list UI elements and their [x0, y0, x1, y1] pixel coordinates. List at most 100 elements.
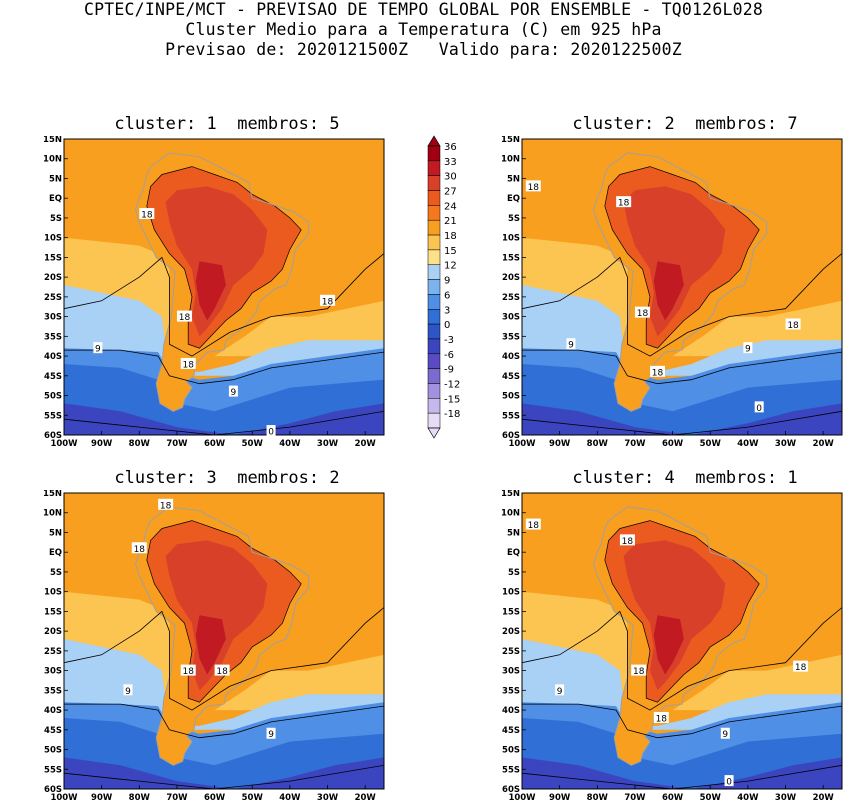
panel-title: cluster: 3 membros: 2 [114, 468, 340, 488]
figure-header: CPTEC/INPE/MCT - PREVISAO DE TEMPO GLOBA… [0, 0, 847, 60]
map-field [63, 493, 385, 790]
contour-label: 9 [266, 727, 276, 740]
colorbar-swatch [427, 205, 441, 221]
lat-tick-label: 30S [502, 313, 520, 323]
contour-label: 18 [650, 365, 666, 378]
colorbar-label: 15 [444, 246, 457, 257]
temp-band-27 [623, 186, 726, 337]
colorbar-swatch [427, 368, 441, 384]
lon-tick-label: 100W [50, 793, 78, 803]
lon-tick-label: 80W [587, 793, 609, 803]
colorbar-label: 3 [444, 305, 450, 316]
lat-tick-label: 35S [44, 332, 62, 342]
lon-tick-label: 100W [508, 439, 536, 449]
lat-tick-label: 50S [44, 392, 62, 402]
lat-tick-label: 45S [44, 372, 62, 382]
temp-band-27 [165, 186, 268, 337]
colorbar-label: 21 [444, 216, 457, 227]
contour-label: 18 [214, 664, 230, 677]
contour-label: 9 [555, 684, 565, 697]
lat-tick-label: 15S [502, 253, 520, 263]
contour-label: 18 [785, 318, 801, 331]
contour-label-text: 9 [568, 341, 574, 351]
lat-tick-label: 5S [508, 568, 520, 578]
colorbar-swatch [427, 398, 441, 414]
lon-tick-label: 20W [355, 793, 377, 803]
lat-tick-label: 45S [502, 372, 520, 382]
contour-label-text: 18 [622, 537, 634, 547]
colorbar-label: 18 [444, 231, 457, 242]
lon-tick-label: 80W [129, 439, 151, 449]
map-frame [521, 492, 843, 790]
contour-label-text: 9 [557, 687, 563, 697]
contour-line-9 [64, 349, 385, 385]
coastline [134, 152, 310, 412]
lat-tick-label: 15S [44, 607, 62, 617]
contour-label: 18 [631, 664, 647, 677]
lon-tick-label: 40W [279, 439, 301, 449]
lat-tick-label: 5N [49, 528, 62, 538]
colorbar-label: 6 [444, 290, 450, 301]
lon-tick-label: 70W [166, 793, 188, 803]
contour-label: 0 [754, 401, 764, 414]
contour-label-text: 18 [528, 183, 540, 193]
temp-band-27 [623, 540, 726, 691]
lat-tick-label: 10N [501, 509, 520, 519]
contour-label: 18 [525, 180, 541, 193]
temperature-map: 18 18 18 18 9 9 15N 10N 5N EQ 5S 10S 15S 20S 25S 30S 35S… [43, 490, 385, 803]
map-frame [63, 492, 385, 790]
contour-label-text: 0 [756, 404, 762, 414]
colorbar-label: 24 [444, 201, 457, 212]
colorbar-swatch [427, 412, 441, 429]
lat-tick-label: 15N [43, 136, 62, 145]
lat-tick-label: 20S [44, 273, 62, 283]
temperature-map: 18 18 18 18 18 9 9 0 15N 10N 5N EQ 5S 10S 15S 20S 25S 30S… [501, 490, 843, 803]
lat-tick-label: 60S [502, 785, 520, 795]
colorbar-top-arrow [427, 135, 441, 147]
contour-label: 18 [653, 711, 669, 724]
forecast-dates: Previsao de: 2020121500Z Valido para: 20… [165, 40, 682, 59]
colorbar-swatch [427, 249, 441, 265]
lat-tick-label: 5N [507, 528, 520, 538]
lon-tick-label: 70W [166, 439, 188, 449]
colorbar-label: -18 [444, 409, 460, 420]
lat-tick-label: 15N [501, 136, 520, 145]
lat-tick-label: 30S [44, 667, 62, 677]
colorbar-swatch [427, 338, 441, 355]
contour-label-text: 18 [134, 545, 146, 555]
map-field [63, 139, 385, 436]
lat-tick-label: 15S [502, 607, 520, 617]
contour-label: 18 [158, 498, 174, 511]
map-panel-cluster-1: cluster: 1 membros: 5 18 18 18 18 9 9 0 15N 10N 5… [22, 114, 406, 449]
lat-tick-label: 45S [44, 726, 62, 736]
lat-tick-label: 40S [502, 706, 520, 716]
contour-label: 18 [139, 207, 155, 220]
colorbar-label: -12 [444, 379, 460, 390]
contour-label: 18 [180, 664, 196, 677]
lon-tick-label: 70W [624, 793, 646, 803]
temp-band-3 [522, 364, 842, 435]
lat-tick-label: 10N [501, 155, 520, 165]
colorbar-swatch [427, 175, 441, 191]
contour-label-text: 18 [322, 297, 334, 307]
contour-label-text: 9 [722, 730, 728, 740]
temperature-map: 18 18 18 18 18 9 9 0 15N 10N 5N EQ 5S 10S 15S 20S 25S 30S… [501, 136, 843, 449]
lat-tick-label: 20S [502, 273, 520, 283]
map-field [521, 139, 843, 436]
colorbar-label: -3 [444, 335, 454, 346]
figure-title: CPTEC/INPE/MCT - PREVISAO DE TEMPO GLOBA… [84, 0, 763, 19]
lat-tick-label: 55S [502, 765, 520, 775]
lon-tick-label: 80W [587, 439, 609, 449]
contour-label: 18 [320, 294, 336, 307]
lat-tick-label: 25S [502, 293, 520, 303]
lon-tick-label: 80W [129, 793, 151, 803]
lat-tick-label: 35S [502, 332, 520, 342]
lat-tick-label: EQ [49, 548, 62, 558]
lat-tick-label: 5N [507, 174, 520, 184]
contour-label: 18 [131, 542, 147, 555]
temp-band-0 [522, 757, 842, 789]
lat-tick-label: 50S [502, 746, 520, 756]
contour-line-9 [522, 703, 843, 739]
contour-label-text: 18 [183, 667, 195, 677]
